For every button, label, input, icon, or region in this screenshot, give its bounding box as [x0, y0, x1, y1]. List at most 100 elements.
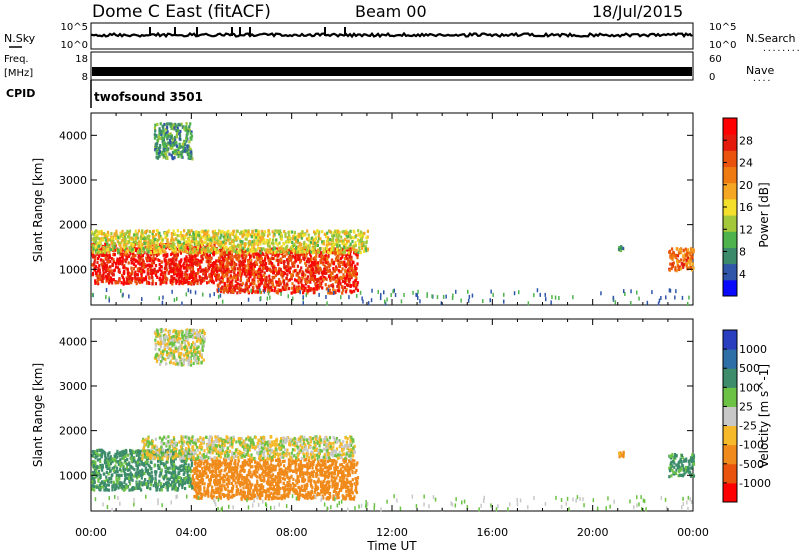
heat-cell [227, 248, 230, 252]
heat-cell [210, 242, 213, 246]
heat-cell [358, 239, 361, 243]
heat-cell [261, 230, 264, 234]
heat-cell [245, 274, 248, 278]
heat-cell [100, 480, 104, 484]
heat-cell [222, 288, 225, 292]
heat-cell [342, 273, 345, 277]
heat-cell [91, 230, 94, 234]
heat-cell [182, 146, 185, 150]
heat-cell [197, 268, 200, 272]
heat-cell [100, 277, 103, 282]
heat-cell [279, 235, 282, 239]
heat-cell [121, 232, 124, 236]
heat-cell [357, 229, 360, 233]
heat-cell [177, 475, 180, 479]
heat-cell [204, 249, 207, 254]
heat-cell [669, 252, 672, 256]
heat-cell [122, 469, 125, 473]
heat-cell [617, 247, 621, 252]
heat-cell [297, 245, 300, 249]
heat-cell [365, 241, 368, 245]
heat-cell [241, 235, 244, 239]
heat-cell [166, 488, 169, 492]
heat-cell [143, 453, 146, 457]
heat-cell [338, 239, 341, 243]
heat-cell [131, 456, 134, 461]
heat-cell [258, 254, 261, 258]
heat-cell [165, 244, 168, 248]
heat-cell [290, 273, 293, 277]
heat-cell [337, 229, 340, 234]
heat-cell [258, 268, 261, 272]
heat-cell [105, 252, 108, 256]
heat-cell [179, 260, 182, 264]
heat-cell [187, 264, 190, 268]
heat-cell [236, 274, 239, 278]
scatter-speck [630, 289, 632, 294]
heat-cell [344, 290, 348, 294]
heat-cell [129, 252, 132, 256]
heat-cell [128, 254, 131, 258]
heat-cell [119, 451, 122, 455]
heat-cell [101, 253, 105, 257]
heat-cell [109, 469, 112, 473]
heat-cell [145, 247, 148, 251]
heat-cell [266, 289, 270, 293]
heat-cell [271, 278, 274, 283]
heat-cell [243, 244, 246, 248]
heat-cell [279, 231, 282, 235]
heat-cell [212, 279, 215, 283]
heat-cell [173, 143, 176, 147]
heat-cell [247, 260, 250, 264]
heat-cell [161, 271, 164, 275]
heat-cell [243, 259, 246, 263]
heat-cell [288, 254, 291, 258]
heat-cell [173, 126, 176, 130]
nsky-right-bottom-tick: 10^0 [709, 40, 736, 51]
heat-cell [225, 267, 228, 271]
heat-cell [337, 236, 340, 240]
heat-cell [309, 277, 312, 281]
heat-cell [184, 480, 187, 484]
heat-cell [195, 250, 198, 254]
heat-cell [121, 463, 124, 467]
heat-cell [297, 232, 300, 236]
scatter-speck [247, 297, 250, 302]
heat-cell [248, 285, 251, 289]
heat-cell [95, 229, 98, 233]
heat-cell [184, 250, 188, 254]
heat-cell [264, 254, 267, 258]
heat-cell [160, 450, 163, 454]
heat-cell [232, 244, 236, 248]
heat-cell [189, 477, 193, 481]
heat-cell [318, 254, 321, 258]
heat-cell [365, 236, 368, 240]
heat-cell [329, 251, 332, 255]
heat-cell [164, 127, 167, 131]
heat-cell [251, 242, 254, 246]
scatter-speck [348, 295, 350, 300]
heat-cell [238, 266, 242, 270]
heat-cell [171, 151, 175, 155]
heat-cell [283, 263, 286, 267]
heat-cell [245, 285, 248, 289]
heat-cell [130, 272, 133, 276]
heat-cell [202, 277, 205, 281]
heat-cell [242, 267, 245, 271]
heat-cell [292, 249, 295, 253]
heat-cell [103, 461, 107, 465]
heat-cell [179, 123, 182, 127]
heat-cell [113, 242, 116, 246]
scatter-speck [318, 292, 320, 297]
heat-cell [304, 254, 307, 258]
heat-cell [241, 264, 244, 268]
heat-cell [180, 272, 183, 276]
scatter-speck [260, 296, 262, 301]
heat-cell [176, 273, 179, 277]
heat-cell [279, 280, 282, 284]
heat-cell [182, 467, 185, 471]
heat-cell [302, 242, 305, 246]
heat-cell [155, 229, 159, 233]
heat-cell [308, 243, 312, 247]
heat-cell [92, 484, 96, 488]
